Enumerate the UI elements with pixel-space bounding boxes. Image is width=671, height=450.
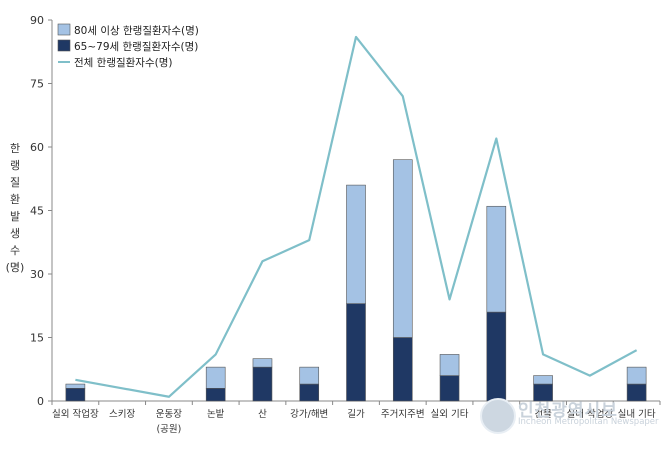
- legend-swatch-80-plus: [57, 23, 71, 36]
- y-tick-label: 30: [30, 268, 44, 281]
- y-axis-label-char: 수: [9, 244, 21, 257]
- bar-80-plus: [346, 184, 366, 304]
- y-tick-label: 0: [37, 395, 44, 408]
- x-tick-label: 스키장: [109, 409, 135, 420]
- x-tick-label: 건물: [534, 409, 552, 420]
- x-tick-label: 실외 기타: [431, 408, 469, 420]
- x-tick-label: 운동장: [156, 409, 182, 420]
- y-tick-label: 75: [30, 78, 44, 91]
- bar-80-plus: [299, 366, 320, 385]
- line-total: [75, 35, 638, 398]
- bar-65-79: [346, 303, 366, 402]
- bar-80-plus: [205, 366, 226, 389]
- x-tick-label: 산: [258, 409, 267, 420]
- y-tick-label: 60: [30, 141, 44, 154]
- bar-80-plus: [65, 383, 86, 389]
- y-tick-label: 15: [30, 332, 44, 345]
- watermark-logo-icon: [480, 398, 516, 434]
- legend-label: 65~79세 한랭질환자수(명): [74, 41, 198, 53]
- chart-line-series: [75, 35, 638, 398]
- y-tick-labels: 0 15 30 45 60 75 90: [30, 14, 44, 408]
- legend-label: 전체 한랭질환자수(명): [74, 57, 172, 69]
- y-axis-label: 한 랭 질 환 발 생 수 (명): [4, 140, 26, 276]
- y-tick-label: 45: [30, 205, 44, 218]
- y-axis-label-char: 발: [9, 210, 21, 223]
- bar-80-plus: [533, 375, 553, 385]
- x-tick-label: 강가/해변: [290, 408, 328, 420]
- watermark-subtitle: Incheon Metropolitan Newspaper: [518, 417, 659, 427]
- y-axis-label-char: 질: [9, 176, 21, 189]
- x-tick-label: 길가: [347, 408, 365, 420]
- x-tick-label: 주거지주변: [381, 409, 425, 420]
- bar-65-79: [205, 387, 226, 402]
- legend-label: 80세 이상 한랭질환자수(명): [74, 25, 199, 37]
- x-tick-label: 논밭: [207, 409, 225, 420]
- bar-80-plus: [252, 358, 273, 368]
- x-tick-label: (공원): [156, 424, 181, 435]
- y-axis-label-char: 랭: [9, 159, 21, 172]
- x-tick-label: 실외 작업장: [52, 408, 99, 420]
- bar-65-79: [65, 387, 86, 402]
- y-axis-label-char: 한: [9, 142, 21, 155]
- legend-swatch-65-79: [57, 39, 71, 52]
- bar-65-79: [486, 311, 507, 402]
- watermark-title: 인천광역시보: [518, 401, 618, 421]
- bar-80-plus: [439, 354, 460, 376]
- bar-65-79: [392, 337, 413, 402]
- bar-80-plus: [392, 159, 413, 338]
- x-tick-label: 실내 기타: [618, 409, 656, 420]
- bar-65-79: [439, 375, 460, 402]
- bar-80-plus: [626, 366, 647, 385]
- chart-bars: [65, 159, 647, 402]
- chart-axes: [48, 19, 661, 405]
- y-axis-label-char: 환: [9, 193, 21, 206]
- y-tick-label: 90: [30, 14, 44, 27]
- bar-65-79: [252, 366, 273, 402]
- watermark: 인천광역시보 Incheon Metropolitan Newspaper: [478, 394, 668, 436]
- bar-65-79: [299, 383, 320, 402]
- x-tick-label: 실내 작업장: [566, 408, 613, 420]
- bar-80-plus: [486, 205, 507, 313]
- legend: 80세 이상 한랭질환자수(명) 65~79세 한랭질환자수(명) 전체 한랭질환자…: [57, 23, 199, 69]
- y-axis-label-char: 생: [9, 227, 21, 240]
- y-axis-label-unit: (명): [5, 261, 25, 274]
